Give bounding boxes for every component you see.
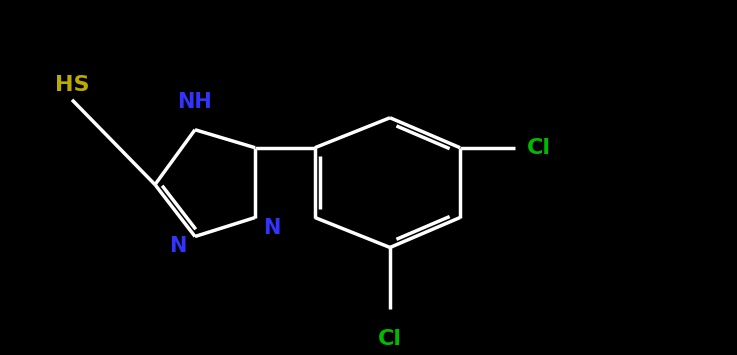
Text: HS: HS [55, 75, 89, 95]
Text: N: N [170, 236, 187, 256]
Text: N: N [263, 218, 280, 237]
Text: NH: NH [178, 92, 212, 112]
Text: Cl: Cl [378, 329, 402, 349]
Text: Cl: Cl [527, 138, 551, 158]
